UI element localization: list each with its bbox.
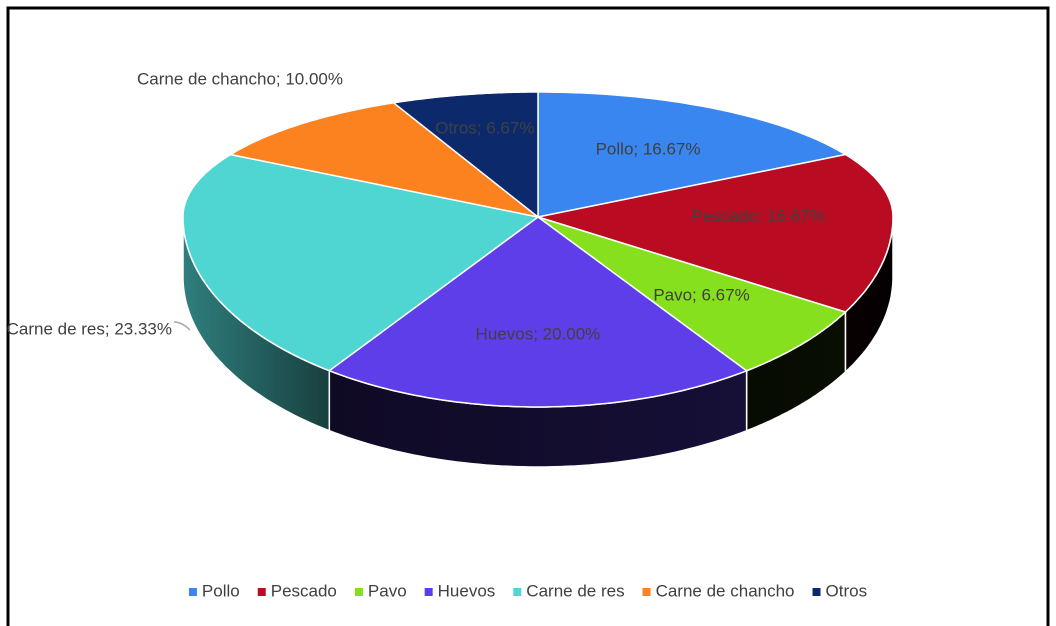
legend-label: Pescado	[271, 581, 337, 600]
legend-swatch	[642, 588, 651, 596]
slice	[228, 102, 539, 218]
legend: Pollo Pescado Pavo Huevos Carne de res Carne …	[188, 581, 868, 600]
leader-line	[173, 321, 191, 331]
legend-swatch	[424, 588, 433, 596]
legend-label: Carne de chancho	[656, 581, 795, 600]
legend-label: Huevos	[438, 581, 496, 600]
slice	[391, 91, 539, 219]
legend-swatch	[354, 588, 363, 596]
data-label: Huevos; 20.00%	[476, 324, 601, 343]
slice	[537, 216, 847, 372]
legend-swatch	[812, 588, 821, 596]
legend-swatch	[513, 588, 522, 596]
slice	[537, 153, 894, 313]
data-label: Pollo; 16.67%	[596, 139, 701, 158]
pie-tops	[182, 91, 894, 408]
data-label: Pescado; 16.67%	[691, 207, 824, 226]
slice	[182, 153, 540, 372]
legend-swatch	[188, 588, 197, 596]
legend-label: Pollo	[202, 581, 240, 600]
data-label: Carne de chancho; 10.00%	[137, 69, 343, 88]
legend-swatch	[257, 588, 266, 596]
pie-sides	[182, 217, 894, 468]
slice	[327, 216, 749, 408]
legend-label: Carne de res	[526, 581, 624, 600]
legend-label: Pavo	[368, 581, 407, 600]
data-label: Carne de res; 23.33%	[7, 319, 172, 338]
data-label: Pavo; 6.67%	[653, 285, 749, 304]
slice	[537, 91, 848, 218]
legend-label: Otros	[826, 581, 868, 600]
data-label: Otros; 6.67%	[435, 118, 534, 137]
